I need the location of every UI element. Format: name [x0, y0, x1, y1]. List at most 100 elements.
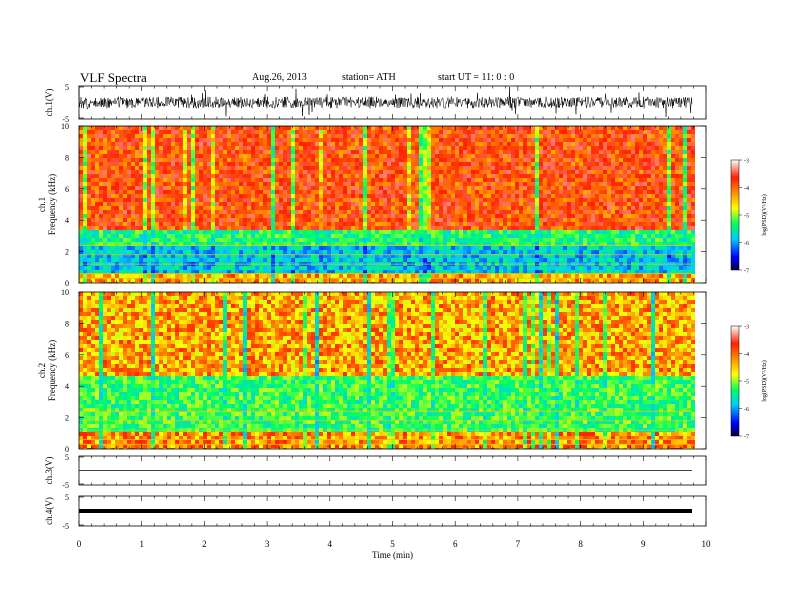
spectrogram-cell: [535, 250, 539, 254]
spectrogram-cell: [543, 278, 547, 282]
spectrogram-cell: [219, 154, 223, 158]
spectrogram-cell: [411, 194, 415, 198]
spectrogram-cell: [391, 254, 395, 258]
spectrogram-cell: [423, 230, 427, 234]
spectrogram-cell: [255, 278, 259, 282]
spectrogram-cell: [403, 202, 407, 206]
spectrogram-cell: [351, 154, 355, 158]
spectrogram-cell: [383, 162, 387, 166]
spectrogram-cell: [203, 270, 207, 274]
spectrogram-cell: [175, 266, 179, 270]
spectrogram-cell: [191, 170, 195, 174]
spectrogram-cell: [431, 282, 435, 283]
spectrogram-cell: [279, 278, 283, 282]
spectrogram-cell: [239, 242, 243, 246]
spectrogram-cell: [571, 238, 575, 242]
spectrogram-cell: [111, 150, 115, 154]
spectrogram-cell: [223, 226, 227, 230]
spectrogram-cell: [507, 254, 511, 258]
spectrogram-cell: [463, 238, 467, 242]
spectrogram-cell: [303, 202, 307, 206]
spectrogram-cell: [339, 182, 343, 186]
spectrogram-cell: [415, 218, 419, 222]
spectrogram-cell: [267, 274, 271, 278]
spectrogram-cell: [299, 186, 303, 190]
spectrogram-cell: [87, 146, 91, 150]
spectrogram-cell: [203, 138, 207, 142]
spectrogram-cell: [399, 150, 403, 154]
spectrogram-cell: [147, 206, 151, 210]
spectrogram-cell: [531, 242, 535, 246]
spectrogram-cell: [459, 146, 463, 150]
spectrogram-cell: [371, 190, 375, 194]
spectrogram-cell: [135, 222, 139, 226]
spectrogram-cell: [255, 274, 259, 278]
spectrogram-cell: [155, 146, 159, 150]
spectrogram-cell: [231, 246, 235, 250]
spectrogram-cell: [527, 202, 531, 206]
spectrogram-cell: [115, 186, 119, 190]
spectrogram-cell: [211, 166, 215, 170]
spectrogram-cell: [347, 142, 351, 146]
spectrogram-cell: [491, 190, 495, 194]
spectrogram-cell: [555, 166, 559, 170]
spectrogram-cell: [271, 218, 275, 222]
spectrogram-cell: [363, 282, 367, 283]
spectrogram-cell: [327, 150, 331, 154]
spectrogram-cell: [515, 146, 519, 150]
spectrogram-cell: [147, 162, 151, 166]
spectrogram-cell: [171, 202, 175, 206]
spectrogram-cell: [403, 138, 407, 142]
spectrogram-cell: [187, 190, 191, 194]
spectrogram-cell: [539, 230, 543, 234]
spectrogram-cell: [151, 234, 155, 238]
spectrogram-cell: [459, 234, 463, 238]
spectrogram-cell: [455, 242, 459, 246]
spectrogram-cell: [547, 178, 551, 182]
spectrogram-cell: [127, 230, 131, 234]
spectrogram-cell: [207, 130, 211, 134]
spectrogram-cell: [131, 142, 135, 146]
spectrogram-cell: [79, 282, 83, 283]
spectrogram-cell: [83, 198, 87, 202]
spectrogram-cell: [511, 186, 515, 190]
spectrogram-cell: [571, 150, 575, 154]
spectrogram-cell: [475, 142, 479, 146]
spectrogram-cell: [183, 246, 187, 250]
spectrogram-cell: [387, 238, 391, 242]
spectrogram-cell: [167, 282, 171, 283]
spectrogram-cell: [131, 270, 135, 274]
spectrogram-cell: [459, 142, 463, 146]
spectrogram-cell: [343, 214, 347, 218]
spectrogram-cell: [127, 274, 131, 278]
spectrogram-cell: [231, 230, 235, 234]
spectrogram-cell: [263, 170, 267, 174]
spectrogram-cell: [391, 230, 395, 234]
spectrogram-cell: [247, 154, 251, 158]
spectrogram-cell: [451, 174, 455, 178]
spectrogram-cell: [575, 146, 579, 150]
spectrogram-cell: [559, 250, 563, 254]
spectrogram-cell: [535, 234, 539, 238]
spectrogram-cell: [115, 194, 119, 198]
spectrogram-cell: [275, 198, 279, 202]
spectrogram-cell: [219, 270, 223, 274]
spectrogram-cell: [315, 138, 319, 142]
spectrogram-cell: [95, 158, 99, 162]
spectrogram-cell: [163, 126, 167, 130]
spectrogram-cell: [95, 178, 99, 182]
spectrogram-cell: [267, 226, 271, 230]
spectrogram-cell: [191, 230, 195, 234]
spectrogram-cell: [335, 162, 339, 166]
spectrogram-cell: [439, 214, 443, 218]
spectrogram-cell: [199, 162, 203, 166]
spectrogram-cell: [423, 218, 427, 222]
spectrogram-cell: [231, 250, 235, 254]
spectrogram-cell: [395, 174, 399, 178]
spectrogram-cell: [87, 166, 91, 170]
spectrogram-cell: [259, 158, 263, 162]
spectrogram-cell: [291, 142, 295, 146]
spectrogram-cell: [507, 258, 511, 262]
spectrogram-cell: [427, 190, 431, 194]
spectrogram-cell: [207, 230, 211, 234]
